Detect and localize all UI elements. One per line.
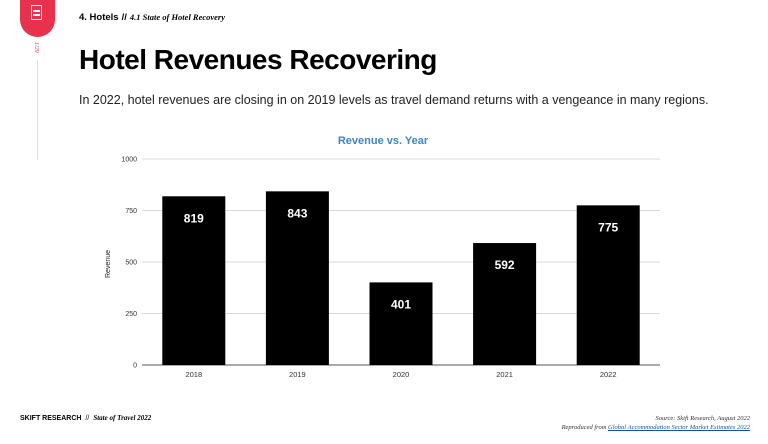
chart-tick-labels: 0 250 500 750 1000 2018 2019 2020 2021 2022 <box>121 157 616 380</box>
bar-2019 <box>265 191 329 365</box>
y-tick-label: 750 <box>125 208 137 215</box>
x-tick-label: 2022 <box>600 370 617 379</box>
footer-brand: SKIFT RESEARCH <box>20 415 82 422</box>
footer-publication: State of Travel 2022 <box>93 414 152 422</box>
data-label: 843 <box>287 206 307 220</box>
bar-2020 <box>369 282 433 365</box>
source-line: Source: Skift Research, August 2022 <box>655 415 750 422</box>
breadcrumb-separator: // <box>121 12 127 23</box>
page-title: Hotel Revenues Recovering <box>79 44 437 75</box>
divider-line <box>37 60 38 160</box>
chart-title: Revenue vs. Year <box>338 135 429 147</box>
data-label: 819 <box>184 211 204 225</box>
data-label: 592 <box>495 258 515 272</box>
x-tick-label: 2021 <box>496 370 513 379</box>
x-tick-label: 2020 <box>393 370 410 379</box>
skift-logo-icon <box>31 5 42 20</box>
footer-separator: // <box>85 415 90 422</box>
y-axis-label: Revenue <box>105 250 112 278</box>
footer-source: Source: Skift Research, August 2022 Repr… <box>562 414 750 432</box>
page-subtitle: In 2022, hotel revenues are closing in o… <box>79 93 709 107</box>
brand-band <box>20 0 55 37</box>
data-label: 775 <box>598 220 618 234</box>
y-tick-label: 500 <box>125 260 137 267</box>
bar-2021 <box>473 243 537 365</box>
source-link[interactable]: Global Accommodation Sector Market Estim… <box>608 424 750 431</box>
x-tick-label: 2018 <box>185 370 202 379</box>
breadcrumb: 4. Hotels//4.1 State of Hotel Recovery <box>79 12 225 23</box>
bar-2022 <box>576 205 640 365</box>
y-tick-label: 1000 <box>121 157 137 164</box>
y-tick-label: 250 <box>125 311 137 318</box>
bar-2018 <box>162 196 226 365</box>
footer-left: SKIFT RESEARCH//State of Travel 2022 <box>20 414 151 422</box>
breadcrumb-section: 4. Hotels <box>79 12 119 23</box>
data-label: 401 <box>391 297 411 311</box>
x-tick-label: 2019 <box>289 370 306 379</box>
chart-bars: 819 843 401 592 775 <box>162 191 640 365</box>
reproduced-prefix: Reproduced from <box>561 424 609 431</box>
reproduced-line: Reproduced from Global Accommodation Sec… <box>562 423 750 432</box>
y-tick-label: 0 <box>133 363 137 370</box>
breadcrumb-subsection: 4.1 State of Hotel Recovery <box>129 12 226 22</box>
